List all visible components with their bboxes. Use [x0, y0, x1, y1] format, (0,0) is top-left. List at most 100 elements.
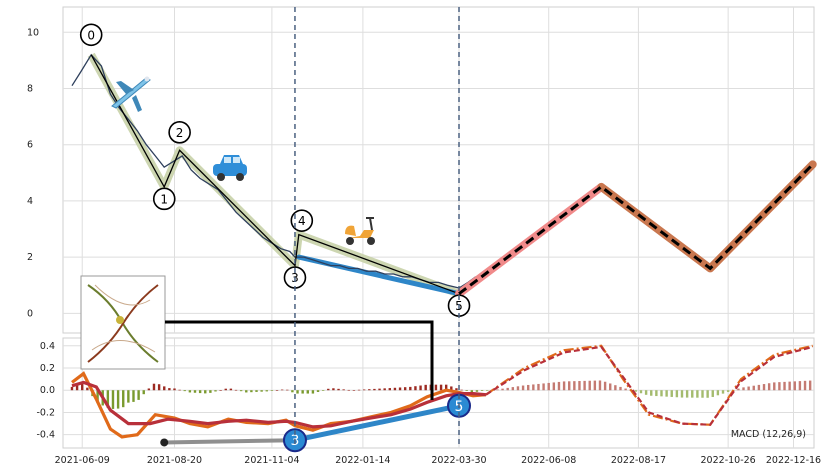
histogram-bar [142, 390, 145, 395]
car-icon [213, 155, 247, 181]
x-tick-label: 2021-11-04 [244, 455, 299, 466]
histogram-bar [214, 390, 217, 392]
price-y-tick-label: 2 [27, 252, 33, 263]
macd-y-tick-label: -0.2 [36, 407, 55, 418]
histogram-bar [265, 390, 268, 392]
macd-y-axis: 0.4 0.2 0.0 -0.2 -0.4 [36, 341, 55, 441]
histogram-bar [147, 388, 151, 391]
histogram-bar [485, 390, 489, 392]
price-y-tick-label: 8 [27, 84, 33, 95]
histogram-bar [778, 382, 781, 391]
histogram-bar [583, 380, 586, 391]
histogram-bar [691, 390, 694, 398]
histogram-bar [527, 384, 530, 391]
histogram-bar [332, 388, 335, 391]
histogram-bar [665, 390, 668, 397]
histogram-bar [193, 390, 197, 393]
histogram-bar [439, 384, 443, 391]
histogram-bar [619, 386, 622, 391]
x-tick-label: 2021-08-20 [147, 455, 202, 466]
wave-label-text: 0 [87, 28, 95, 42]
x-tick-label: 2022-08-17 [611, 455, 666, 466]
histogram-bar [460, 389, 463, 391]
histogram-bar [685, 390, 689, 398]
histogram-bar [788, 381, 791, 391]
histogram-bar [424, 384, 427, 391]
histogram-bar [480, 390, 484, 391]
price-y-tick-label: 0 [27, 308, 33, 319]
histogram-bar [696, 390, 699, 398]
histogram-bar [773, 382, 776, 391]
wave-label-circle [168, 121, 191, 144]
histogram-bar [639, 390, 643, 394]
histogram-bar [747, 386, 750, 391]
histogram-bar [562, 381, 566, 391]
wave-label-circle [290, 209, 314, 232]
histogram-bar [752, 385, 755, 391]
histogram-bar [316, 390, 320, 392]
divergence-point-start [160, 438, 169, 447]
histogram-bar [327, 388, 330, 391]
histogram-bar [255, 390, 258, 392]
histogram-bar [81, 381, 84, 391]
histogram-bar [644, 390, 648, 395]
wave-label-circle [152, 187, 176, 211]
histogram-bar [270, 390, 274, 391]
x-tick-label: 2022-06-08 [521, 455, 576, 466]
x-tick-label: 2021-06-09 [55, 455, 110, 466]
macd-y-tick-label: 0.2 [40, 363, 55, 374]
histogram-bar [701, 390, 704, 398]
histogram-bar [578, 381, 581, 391]
histogram-bar [603, 381, 607, 391]
histogram-bar [234, 389, 238, 391]
histogram-bar [224, 388, 227, 391]
wave-label-text: 2 [176, 126, 184, 140]
histogram-bar [321, 390, 325, 391]
histogram-bar [368, 389, 371, 391]
price-panel-frame [62, 6, 815, 334]
histogram-bar [347, 389, 350, 391]
histogram-bar [393, 387, 397, 391]
histogram-bar [532, 384, 535, 391]
price-y-axis: 0 2 4 6 8 10 [27, 27, 39, 319]
histogram-bar [798, 381, 802, 391]
histogram-bar [403, 387, 407, 391]
histogram-bar [157, 384, 161, 391]
histogram-bar [568, 381, 571, 391]
histogram-bar [260, 390, 263, 392]
histogram-bar [75, 384, 79, 391]
histogram-bar [675, 390, 679, 398]
histogram-bar [106, 390, 110, 408]
histogram-bar [286, 389, 289, 391]
histogram-bar [598, 380, 602, 391]
histogram-bar [342, 389, 345, 391]
histogram-bar [803, 380, 807, 391]
wave-label-text: 4 [298, 214, 306, 228]
projection-dashed-line [458, 163, 814, 295]
histogram-bar [711, 390, 714, 397]
histogram-bar [414, 386, 417, 391]
histogram-bar [111, 390, 115, 409]
macd-y-tick-label: 0.4 [40, 341, 55, 352]
histogram-bar [757, 384, 761, 391]
x-axis: 2021-06-09 2021-08-20 2021-11-04 2022-01-14… [55, 455, 821, 466]
inset-thumbnail [80, 275, 166, 370]
price-series [71, 52, 817, 298]
histogram-bar [537, 383, 540, 391]
histogram-bar [96, 390, 99, 404]
histogram-bar [291, 390, 294, 393]
histogram-bar [521, 385, 525, 391]
x-tick-label: 2022-12-16 [766, 455, 821, 466]
histogram-bar [450, 386, 453, 391]
histogram-bar [86, 387, 89, 391]
histogram-bar [650, 390, 653, 396]
airplane-icon [111, 76, 151, 112]
histogram-bar [198, 390, 202, 394]
histogram-bar [808, 380, 812, 391]
wave-label-text: 1 [160, 192, 168, 206]
histogram-bar [444, 384, 448, 391]
histogram-bar [245, 390, 248, 393]
histogram-bar [557, 381, 561, 391]
histogram-bar [173, 388, 176, 391]
